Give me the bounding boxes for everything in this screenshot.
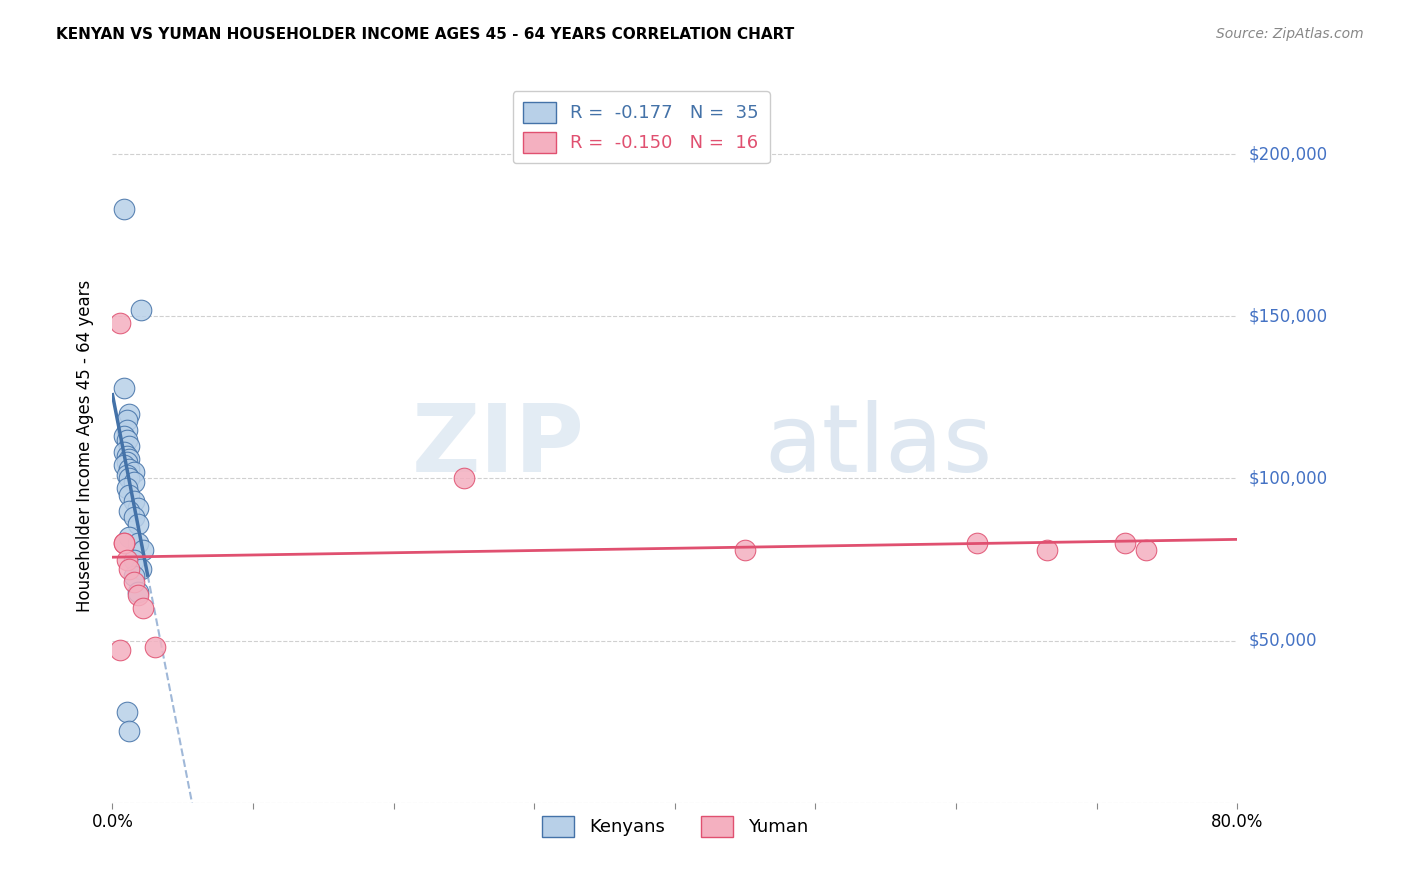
- Point: [115, 423, 138, 437]
- Text: atlas: atlas: [765, 400, 993, 492]
- Point: [115, 468, 138, 483]
- Point: [112, 458, 135, 473]
- Point: [115, 449, 138, 463]
- Point: [115, 705, 138, 719]
- Text: $50,000: $50,000: [1249, 632, 1317, 649]
- Legend: Kenyans, Yuman: Kenyans, Yuman: [534, 808, 815, 844]
- Point: [127, 500, 149, 515]
- Point: [118, 530, 141, 544]
- Point: [122, 465, 145, 479]
- Point: [122, 575, 145, 590]
- Text: KENYAN VS YUMAN HOUSEHOLDER INCOME AGES 45 - 64 YEARS CORRELATION CHART: KENYAN VS YUMAN HOUSEHOLDER INCOME AGES …: [56, 27, 794, 42]
- Point: [118, 562, 141, 576]
- Point: [122, 494, 145, 508]
- Point: [115, 413, 138, 427]
- Point: [118, 452, 141, 467]
- Point: [112, 429, 135, 443]
- Text: $200,000: $200,000: [1249, 145, 1327, 163]
- Point: [115, 552, 138, 566]
- Point: [734, 542, 756, 557]
- Point: [122, 475, 145, 489]
- Point: [115, 455, 138, 469]
- Point: [112, 536, 135, 550]
- Point: [132, 542, 155, 557]
- Y-axis label: Householder Income Ages 45 - 64 years: Householder Income Ages 45 - 64 years: [76, 280, 94, 612]
- Point: [143, 640, 166, 654]
- Point: [118, 439, 141, 453]
- Point: [108, 643, 131, 657]
- Point: [115, 481, 138, 495]
- Point: [112, 202, 135, 217]
- Point: [127, 536, 149, 550]
- Point: [453, 471, 475, 485]
- Point: [118, 724, 141, 739]
- Point: [118, 504, 141, 518]
- Point: [108, 316, 131, 330]
- Point: [118, 471, 141, 485]
- Point: [112, 381, 135, 395]
- Point: [112, 536, 135, 550]
- Text: $100,000: $100,000: [1249, 469, 1327, 487]
- Point: [115, 433, 138, 447]
- Point: [966, 536, 988, 550]
- Text: ZIP: ZIP: [412, 400, 585, 492]
- Text: $150,000: $150,000: [1249, 307, 1327, 326]
- Text: Source: ZipAtlas.com: Source: ZipAtlas.com: [1216, 27, 1364, 41]
- Point: [1036, 542, 1059, 557]
- Point: [122, 510, 145, 524]
- Point: [122, 552, 145, 566]
- Point: [127, 585, 149, 599]
- Point: [129, 302, 152, 317]
- Point: [1114, 536, 1136, 550]
- Point: [127, 516, 149, 531]
- Point: [112, 445, 135, 459]
- Point: [118, 461, 141, 475]
- Point: [127, 588, 149, 602]
- Point: [122, 568, 145, 582]
- Point: [1135, 542, 1157, 557]
- Point: [118, 488, 141, 502]
- Point: [132, 601, 155, 615]
- Point: [118, 407, 141, 421]
- Point: [129, 562, 152, 576]
